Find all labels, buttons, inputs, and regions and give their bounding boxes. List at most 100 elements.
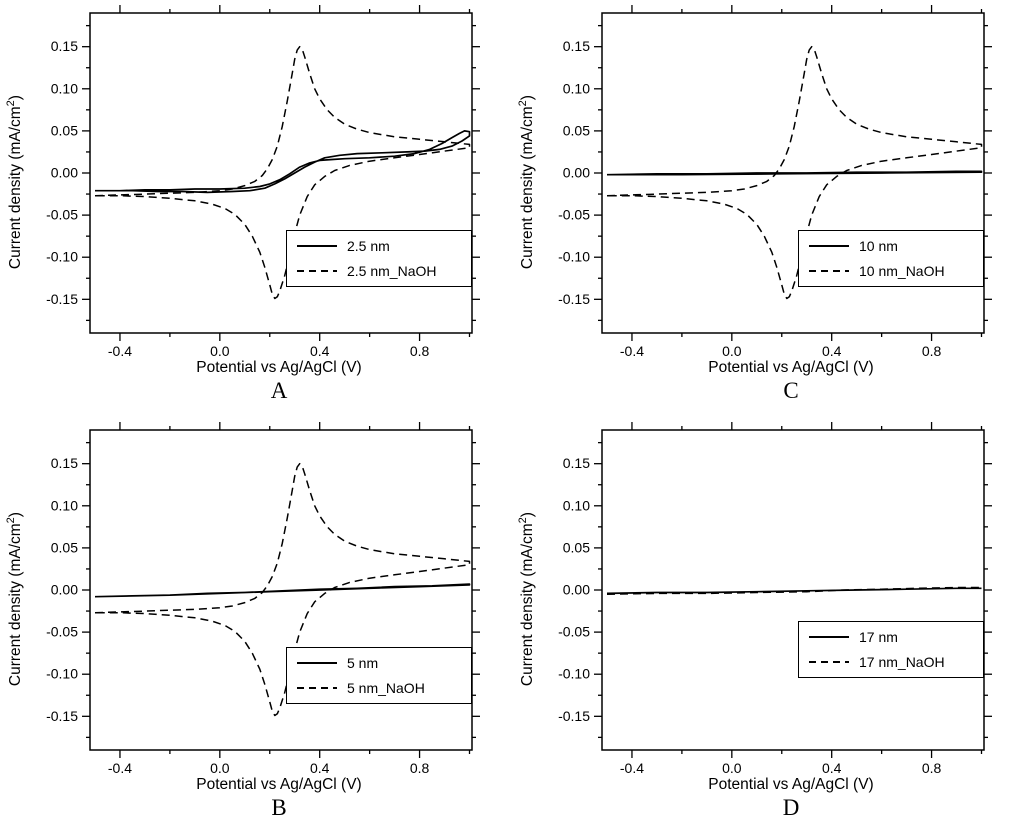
x-axis-label-d: Potential vs Ag/AgCl (V) — [708, 776, 874, 793]
dashed-line-sample — [809, 661, 849, 663]
y-axis-label-b: Current density (mA/cm2) — [0, 422, 30, 777]
svg-text:0.0: 0.0 — [210, 760, 230, 776]
x-axis-label-a: Potential vs Ag/AgCl (V) — [196, 359, 362, 376]
svg-text:-0.05: -0.05 — [558, 207, 590, 223]
y-axis-label-superscript: 2 — [516, 100, 529, 107]
svg-text:0.15: 0.15 — [51, 38, 78, 54]
legend-entry-solid: 5 nm — [297, 655, 461, 671]
svg-text:0.0: 0.0 — [210, 343, 230, 359]
svg-text:0.00: 0.00 — [51, 582, 78, 598]
x-axis-label-b: Potential vs Ag/AgCl (V) — [196, 776, 362, 793]
svg-text:-0.15: -0.15 — [558, 291, 590, 307]
legend-entry-dashed: 5 nm_NaOH — [297, 680, 461, 696]
cv-panel-a: Current density (mA/cm2) -0.4 0.0 0.4 0.8 -0… — [0, 0, 512, 417]
dashed-line-sample — [297, 687, 337, 689]
y-axis-label-d: Current density (mA/cm2) — [512, 422, 542, 777]
svg-text:0.10: 0.10 — [563, 497, 590, 513]
plot-area-b: -0.4 0.0 0.4 0.8 -0.15 -0.10 -0.05 0.00 0.05 0.10… — [46, 422, 480, 776]
svg-text:-0.15: -0.15 — [46, 708, 78, 724]
y-axis-label-c: Current density (mA/cm2) — [512, 5, 542, 360]
svg-text:-0.05: -0.05 — [46, 624, 78, 640]
svg-text:0.05: 0.05 — [563, 539, 590, 555]
svg-text:-0.15: -0.15 — [558, 708, 590, 724]
legend-entry-solid: 10 nm — [809, 238, 973, 254]
svg-text:-0.05: -0.05 — [46, 207, 78, 223]
svg-text:0.15: 0.15 — [51, 455, 78, 471]
legend-c: 10 nm 10 nm_NaOH — [798, 230, 984, 287]
panel-letter-c: C — [783, 378, 799, 403]
y-axis-label-close: ) — [519, 95, 537, 101]
legend-label-dashed: 2.5 nm_NaOH — [347, 263, 437, 279]
legend-entry-dashed: 2.5 nm_NaOH — [297, 263, 461, 279]
y-axis-label-a: Current density (mA/cm2) — [0, 5, 30, 360]
svg-text:-0.05: -0.05 — [558, 624, 590, 640]
svg-text:0.0: 0.0 — [722, 760, 742, 776]
svg-text:0.4: 0.4 — [310, 343, 330, 359]
svg-text:0.8: 0.8 — [922, 343, 942, 359]
panel-letter-d: D — [782, 795, 800, 820]
cv-panel-d: Current density (mA/cm2) -0.4 0.0 0.4 0.8 -0… — [512, 417, 1024, 835]
svg-text:0.4: 0.4 — [310, 760, 330, 776]
svg-text:-0.15: -0.15 — [46, 291, 78, 307]
solid-line-sample — [809, 636, 849, 638]
svg-text:0.8: 0.8 — [410, 343, 430, 359]
legend-entry-dashed: 10 nm_NaOH — [809, 263, 973, 279]
legend-b: 5 nm 5 nm_NaOH — [286, 647, 472, 704]
legend-entry-dashed: 17 nm_NaOH — [809, 654, 973, 670]
svg-text:0.15: 0.15 — [563, 38, 590, 54]
legend-label-dashed: 5 nm_NaOH — [347, 680, 425, 696]
svg-text:-0.10: -0.10 — [46, 249, 78, 265]
svg-text:0.4: 0.4 — [822, 343, 842, 359]
y-axis-label-close: ) — [519, 512, 537, 518]
svg-text:-0.10: -0.10 — [558, 666, 590, 682]
svg-text:0.4: 0.4 — [822, 760, 842, 776]
plot-area-a: -0.4 0.0 0.4 0.8 -0.15 -0.10 -0.05 0.00 0.05 0.10… — [46, 5, 480, 359]
solid-line-sample — [809, 245, 849, 247]
svg-text:0.0: 0.0 — [722, 343, 742, 359]
legend-label-solid: 2.5 nm — [347, 238, 390, 254]
svg-text:0.10: 0.10 — [51, 80, 78, 96]
y-axis-label-text: Current density (mA/cm — [7, 523, 25, 687]
legend-label-solid: 5 nm — [347, 655, 379, 671]
legend-label-solid: 10 nm — [859, 238, 898, 254]
svg-text:0.05: 0.05 — [563, 122, 590, 138]
y-axis-label-superscript: 2 — [4, 517, 17, 524]
svg-text:0.15: 0.15 — [563, 455, 590, 471]
y-axis-label-superscript: 2 — [516, 517, 529, 524]
svg-text:0.8: 0.8 — [410, 760, 430, 776]
svg-text:0.10: 0.10 — [51, 497, 78, 513]
svg-text:-0.10: -0.10 — [46, 666, 78, 682]
svg-text:0.10: 0.10 — [563, 80, 590, 96]
cv-panel-b: Current density (mA/cm2) -0.4 0.0 0.4 0.8 -0… — [0, 417, 512, 835]
svg-text:-0.4: -0.4 — [620, 760, 644, 776]
x-axis-label-c: Potential vs Ag/AgCl (V) — [708, 359, 874, 376]
solid-line-sample — [297, 245, 337, 247]
solid-line-sample — [297, 662, 337, 664]
plot-area-c: -0.4 0.0 0.4 0.8 -0.15 -0.10 -0.05 0.00 0.05 0.10… — [558, 5, 992, 359]
y-axis-label-close: ) — [7, 95, 25, 101]
y-axis-label-superscript: 2 — [4, 100, 17, 107]
dashed-line-sample — [809, 270, 849, 272]
svg-text:0.00: 0.00 — [51, 165, 78, 181]
svg-text:0.00: 0.00 — [563, 582, 590, 598]
y-axis-label-close: ) — [7, 512, 25, 518]
legend-label-dashed: 17 nm_NaOH — [859, 654, 945, 670]
svg-text:-0.10: -0.10 — [558, 249, 590, 265]
svg-text:-0.4: -0.4 — [108, 343, 132, 359]
svg-text:0.8: 0.8 — [922, 760, 942, 776]
svg-text:0.05: 0.05 — [51, 539, 78, 555]
svg-text:0.00: 0.00 — [563, 165, 590, 181]
panel-letter-a: A — [270, 378, 288, 403]
y-axis-label-text: Current density (mA/cm — [519, 523, 537, 687]
legend-entry-solid: 2.5 nm — [297, 238, 461, 254]
legend-label-dashed: 10 nm_NaOH — [859, 263, 945, 279]
svg-text:0.05: 0.05 — [51, 122, 78, 138]
dashed-line-sample — [297, 270, 337, 272]
legend-a: 2.5 nm 2.5 nm_NaOH — [286, 230, 472, 287]
y-axis-label-text: Current density (mA/cm — [519, 106, 537, 270]
svg-text:-0.4: -0.4 — [108, 760, 132, 776]
legend-d: 17 nm 17 nm_NaOH — [798, 621, 984, 678]
panel-letter-b: B — [271, 795, 287, 820]
legend-label-solid: 17 nm — [859, 629, 898, 645]
